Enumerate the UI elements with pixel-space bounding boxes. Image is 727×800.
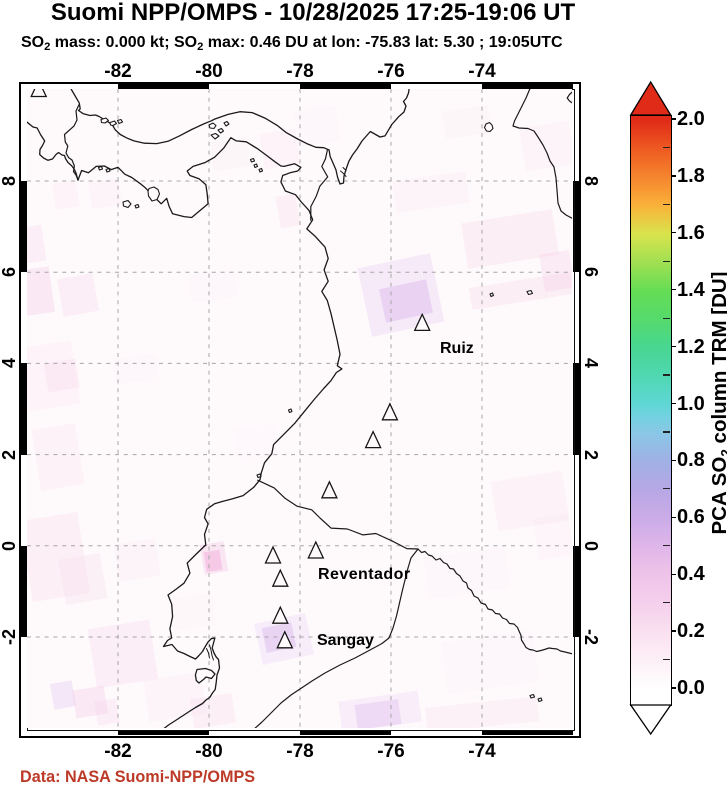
svg-text:PCA SO2 column TRM [DU]: PCA SO2 column TRM [DU] — [708, 271, 727, 534]
